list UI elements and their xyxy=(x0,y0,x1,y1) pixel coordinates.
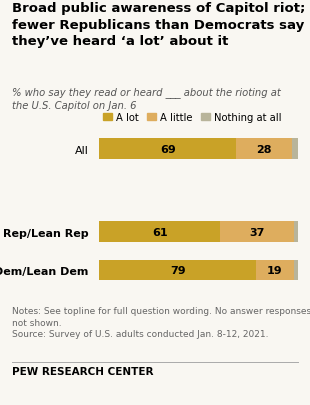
Text: % who say they read or heard ___ about the rioting at
the U.S. Capitol on Jan. 6: % who say they read or heard ___ about t… xyxy=(12,87,281,110)
Text: 69: 69 xyxy=(160,144,175,154)
Text: not shown.: not shown. xyxy=(12,318,62,327)
Bar xyxy=(256,260,294,280)
Bar xyxy=(220,222,294,242)
Text: Broad public awareness of Capitol riot;
fewer Republicans than Democrats say
the: Broad public awareness of Capitol riot; … xyxy=(12,2,306,48)
Bar xyxy=(294,260,298,280)
Bar xyxy=(292,139,298,160)
Text: 37: 37 xyxy=(249,227,265,237)
Text: 79: 79 xyxy=(170,265,185,275)
Bar xyxy=(99,139,236,160)
Bar xyxy=(236,139,292,160)
Text: Source: Survey of U.S. adults conducted Jan. 8-12, 2021.: Source: Survey of U.S. adults conducted … xyxy=(12,329,269,338)
Text: 61: 61 xyxy=(152,227,167,237)
Legend: A lot, A little, Nothing at all: A lot, A little, Nothing at all xyxy=(103,112,281,122)
Text: 19: 19 xyxy=(267,265,283,275)
Bar xyxy=(294,222,298,242)
Text: Notes: See topline for full question wording. No answer responses: Notes: See topline for full question wor… xyxy=(12,306,310,315)
Bar xyxy=(99,222,220,242)
Text: 28: 28 xyxy=(256,144,272,154)
Bar xyxy=(99,260,256,280)
Text: PEW RESEARCH CENTER: PEW RESEARCH CENTER xyxy=(12,367,154,377)
